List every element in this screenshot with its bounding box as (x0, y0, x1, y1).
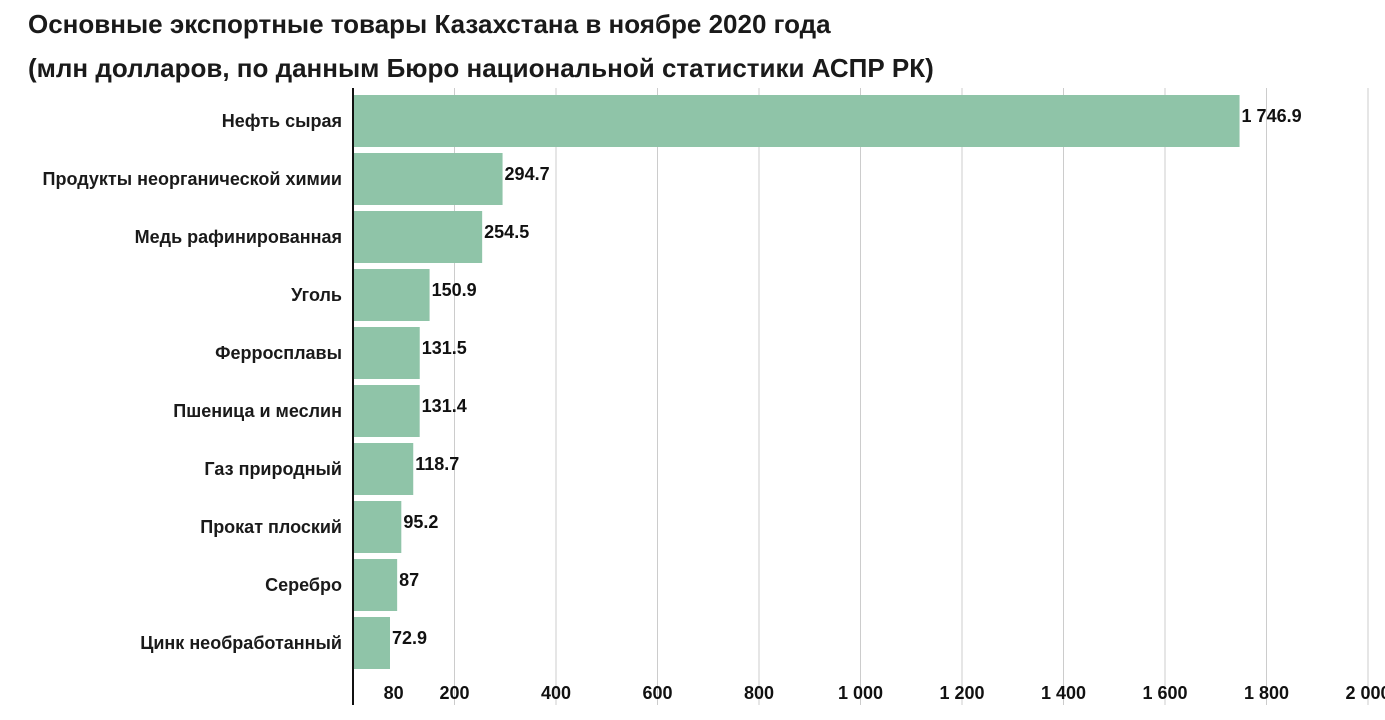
x-tick-label: 1 600 (1142, 683, 1187, 703)
value-label: 1 746.9 (1242, 106, 1302, 126)
category-label: Уголь (291, 285, 342, 305)
x-tick-label: 1 400 (1041, 683, 1086, 703)
bar (353, 501, 402, 553)
value-label: 294.7 (505, 164, 550, 184)
bar (353, 385, 420, 437)
bars (353, 95, 1240, 669)
category-label: Прокат плоский (200, 517, 342, 537)
bar (353, 269, 430, 321)
value-label: 118.7 (415, 454, 459, 474)
bar (353, 559, 398, 611)
gridlines (454, 88, 1369, 705)
category-label: Нефть сырая (222, 111, 342, 131)
x-axis-ticks: 80 200 400 600 800 1 000 1 200 1 400 1 600 1 800 2… (384, 683, 1385, 703)
value-label: 72.9 (392, 628, 427, 648)
x-tick-label: 80 (384, 683, 404, 703)
x-tick-label: 1 200 (939, 683, 984, 703)
category-label: Продукты неорганической химии (43, 169, 342, 189)
category-label: Газ природный (204, 459, 342, 479)
bar (353, 617, 390, 669)
value-label: 131.4 (422, 396, 467, 416)
bar (353, 443, 414, 495)
x-tick-label: 1 000 (838, 683, 883, 703)
bar (353, 327, 420, 379)
chart-subtitle: (млн долларов, по данным Бюро национальн… (28, 53, 934, 83)
chart-title: Основные экспортные товары Казахстана в … (28, 9, 831, 39)
bar (353, 153, 503, 205)
x-tick-label: 1 800 (1244, 683, 1289, 703)
x-tick-label: 2 000 (1345, 683, 1385, 703)
x-tick-label: 200 (439, 683, 469, 703)
category-labels: Нефть сырая Продукты неорганической химии… (43, 111, 342, 653)
value-label: 150.9 (432, 280, 477, 300)
x-tick-label: 400 (541, 683, 571, 703)
bar (353, 211, 483, 263)
x-tick-label: 600 (642, 683, 672, 703)
bar (353, 95, 1240, 147)
category-label: Медь рафинированная (135, 227, 342, 247)
category-label: Серебро (265, 575, 342, 595)
category-label: Пшеница и меслин (173, 401, 342, 421)
value-label: 95.2 (403, 512, 438, 532)
value-label: 87 (399, 570, 419, 590)
value-labels: 1 746.9 294.7 254.5 150.9 131.5 131.4 118.7 95.… (392, 106, 1302, 648)
value-label: 254.5 (484, 222, 529, 242)
value-label: 131.5 (422, 338, 467, 358)
category-label: Ферросплавы (215, 343, 342, 363)
x-tick-label: 800 (744, 683, 774, 703)
category-label: Цинк необработанный (140, 633, 342, 653)
